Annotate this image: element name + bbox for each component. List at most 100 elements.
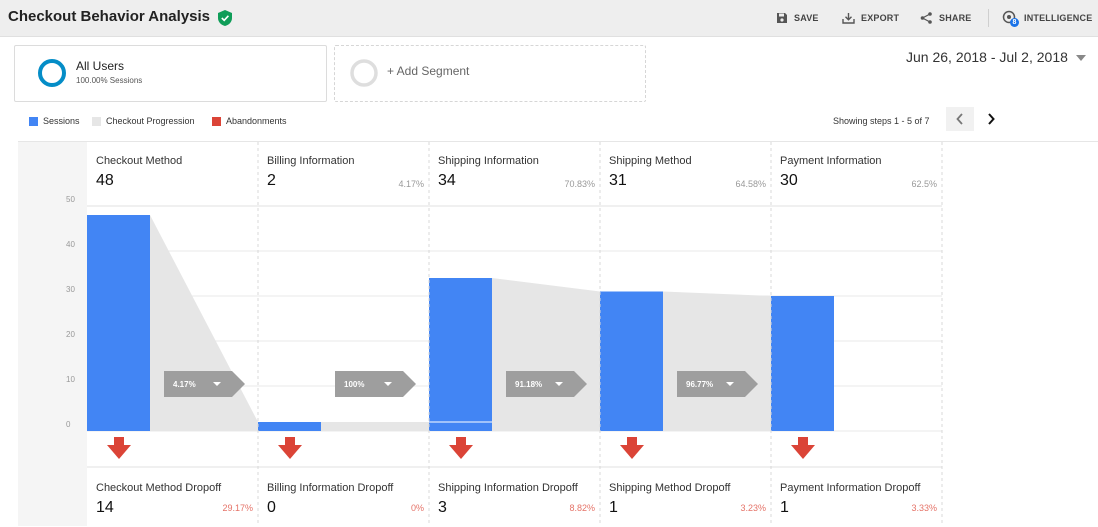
legend-abandonments: Abandonments <box>212 116 287 126</box>
progression-pill-label[interactable]: 91.18% <box>515 380 543 389</box>
dropoff-percentage: 0% <box>410 503 424 513</box>
dropoff-percentage: 29.17% <box>222 503 253 513</box>
step-value: 31 <box>609 172 627 189</box>
page-title: Checkout Behavior Analysis <box>8 8 211 25</box>
step-value: 48 <box>96 172 114 189</box>
progression-pill <box>506 371 587 397</box>
sessions-bar <box>600 291 663 431</box>
share-label: SHARE <box>939 13 972 23</box>
date-range-selector[interactable]: Jun 26, 2018 - Jul 2, 2018 <box>906 49 1068 65</box>
dropoff-value: 1 <box>780 499 789 516</box>
y-tick-label: 20 <box>66 330 75 339</box>
sessions-bar <box>429 278 492 431</box>
progression-pill-label[interactable]: 4.17% <box>173 380 196 389</box>
chevron-down-icon[interactable] <box>1076 55 1086 61</box>
step-percentage: 70.83% <box>564 179 595 189</box>
previous-steps-button[interactable] <box>946 107 974 131</box>
caret-down-icon <box>726 382 734 386</box>
dropoff-name: Payment Information Dropoff <box>780 482 921 494</box>
intelligence-icon: 8 <box>1002 10 1019 27</box>
caret-down-icon <box>555 382 563 386</box>
empty-segment-circle-icon <box>350 59 378 87</box>
step-name: Shipping Information <box>438 155 539 167</box>
share-icon <box>920 12 932 24</box>
progression-pill-label[interactable]: 96.77% <box>686 380 714 389</box>
abandonment-arrow-icon <box>620 437 644 459</box>
legend-progression: Checkout Progression <box>92 116 195 126</box>
save-button[interactable]: SAVE <box>776 12 819 24</box>
progression-area <box>321 422 429 431</box>
save-icon <box>777 13 787 23</box>
legend-label-progression: Checkout Progression <box>106 116 195 126</box>
dropoff-name: Billing Information Dropoff <box>267 482 394 494</box>
sessions-bar <box>87 215 150 431</box>
legend-swatch-progression <box>92 116 101 126</box>
add-segment-label: + Add Segment <box>387 64 470 78</box>
add-segment-button[interactable]: + Add Segment <box>334 45 646 102</box>
y-tick-label: 40 <box>66 240 75 249</box>
progression-pill <box>677 371 758 397</box>
export-button[interactable]: EXPORT <box>842 12 899 24</box>
abandonment-arrow-icon <box>107 437 131 459</box>
progression-pill <box>164 371 245 397</box>
dropoff-name: Checkout Method Dropoff <box>96 482 222 494</box>
y-tick-label: 0 <box>66 420 71 429</box>
sessions-bar <box>771 296 834 431</box>
dropoff-value: 3 <box>438 499 447 516</box>
legend-swatch-sessions <box>29 116 38 126</box>
step-value: 2 <box>267 172 276 189</box>
legend-swatch-abandonments <box>212 116 221 126</box>
step-value: 34 <box>438 172 456 189</box>
dropoff-percentage: 8.82% <box>569 503 595 513</box>
step-percentage: 64.58% <box>735 179 766 189</box>
segment-donut-icon <box>38 59 66 87</box>
verified-shield-icon <box>218 10 232 26</box>
export-label: EXPORT <box>861 13 900 23</box>
dropoff-percentage: 3.33% <box>911 503 937 513</box>
download-icon <box>842 13 855 24</box>
chevron-left-icon <box>956 113 963 125</box>
step-name: Payment Information <box>780 155 882 167</box>
step-name: Billing Information <box>267 155 355 167</box>
toolbar: Checkout Behavior Analysis SAVE EXPORT S… <box>0 0 1098 37</box>
segment-sessions-pct: 100.00% Sessions <box>76 76 143 85</box>
dropoff-value: 14 <box>96 499 114 516</box>
progression-area <box>663 291 771 431</box>
toolbar-divider <box>988 9 989 27</box>
legend-sessions: Sessions <box>29 116 80 126</box>
abandonment-arrow-icon <box>791 437 815 459</box>
y-tick-label: 30 <box>66 285 75 294</box>
step-name: Checkout Method <box>96 155 183 167</box>
y-tick-label: 50 <box>66 195 75 204</box>
dropoff-percentage: 3.23% <box>740 503 766 513</box>
intelligence-label: INTELLIGENCE <box>1024 13 1093 23</box>
dropoff-name: Shipping Information Dropoff <box>438 482 578 494</box>
progression-pill-label[interactable]: 100% <box>344 380 365 389</box>
legend-label-abandonments: Abandonments <box>226 116 287 126</box>
caret-down-icon <box>384 382 392 386</box>
step-percentage: 4.17% <box>398 179 424 189</box>
progression-area <box>492 278 600 431</box>
abandonment-arrow-icon <box>278 437 302 459</box>
progression-area <box>150 215 258 431</box>
step-value: 30 <box>780 172 798 189</box>
next-steps-button[interactable] <box>977 107 1005 131</box>
notification-badge: 8 <box>1010 18 1019 27</box>
step-percentage: 62.5% <box>911 179 937 189</box>
share-button[interactable]: SHARE <box>920 12 972 24</box>
caret-down-icon <box>213 382 221 386</box>
chevron-right-icon <box>988 113 995 125</box>
step-name: Shipping Method <box>609 155 692 167</box>
dropoff-name: Shipping Method Dropoff <box>609 482 731 494</box>
y-axis-panel <box>18 142 87 526</box>
dropoff-value: 1 <box>609 499 618 516</box>
segment-name: All Users <box>76 59 125 73</box>
y-tick-label: 10 <box>66 375 75 384</box>
funnel-chart <box>18 141 1098 527</box>
save-label: SAVE <box>794 13 819 23</box>
intelligence-button[interactable]: 8 INTELLIGENCE <box>1002 10 1093 27</box>
progression-pill <box>335 371 416 397</box>
segment-card-all-users[interactable]: All Users 100.00% Sessions <box>14 45 327 102</box>
abandonment-arrow-icon <box>449 437 473 459</box>
